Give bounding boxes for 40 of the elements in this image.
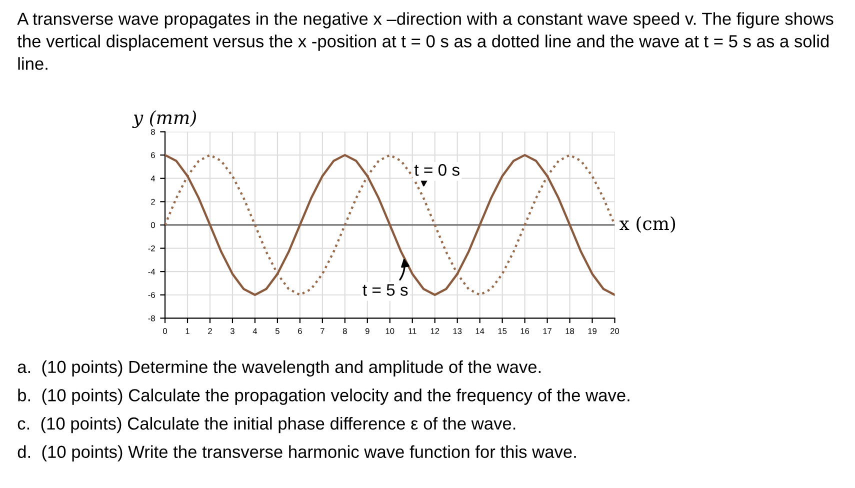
x-tick-label: 11: [408, 328, 416, 334]
annotation: t = 0 s: [414, 164, 460, 176]
x-tick-label: 0: [163, 328, 168, 334]
annotation: t = 5 s: [362, 284, 408, 296]
x-tick-label: 5: [275, 328, 280, 334]
y-tick-label: -2: [148, 245, 155, 252]
x-tick-label: 4: [252, 328, 258, 334]
text: b. (10 points) Calculate the propagation velocity and the frequency of the wave.: [18, 388, 630, 405]
x-tick-label: 13: [453, 328, 462, 334]
x-tick-label: 9: [365, 328, 370, 334]
x-tick-label: 15: [498, 328, 507, 334]
y-tick-label: -6: [148, 292, 155, 298]
y-tick-label: 6: [151, 152, 155, 158]
y-tick-label: -8: [148, 315, 155, 322]
x-axis-title: x (cm): [619, 216, 676, 233]
x-tick-label: 14: [476, 328, 484, 334]
y-tick-label: 0: [150, 222, 155, 228]
line-series: [165, 154, 615, 296]
y-tick-label: -4: [148, 268, 156, 275]
x-tick-label: 7: [320, 328, 324, 334]
x-tick-label: 1: [186, 328, 190, 334]
x-tick-label: 6: [298, 328, 302, 334]
x-tick-label: 16: [520, 328, 530, 334]
text: d. (10 points) Write the transverse harmonic wave function for this wave.: [18, 445, 576, 462]
x-tick-label: 20: [610, 328, 620, 334]
x-tick-label: 12: [430, 328, 440, 334]
y-tick-label: 8: [151, 128, 155, 135]
chart-title: A transverse wave propagates in the negative x –direction with a constant wave speed v. The figure shows the vertical displacement versus the x -position at t = 0 s as a dotted line and the wave at t = 5 s as a solid line.: [17, 12, 834, 70]
x-tick-label: 8: [342, 328, 347, 334]
x-tick-label: 2: [208, 328, 212, 334]
x-tick-label: 19: [588, 328, 596, 334]
x-tick-label: 10: [386, 328, 394, 334]
text: c. (10 points) Calculate the initial phase difference ε of the wave.: [18, 416, 516, 434]
y-tick-label: 4: [150, 176, 156, 182]
x-tick-label: 3: [230, 328, 234, 334]
y-tick-label: 2: [151, 198, 155, 205]
y-axis-title: y (mm): [132, 110, 196, 128]
text: a. (10 points) Determine the wavelength and amplitude of the wave.: [18, 360, 541, 377]
x-tick-label: 17: [543, 328, 552, 334]
x-tick-label: 18: [566, 328, 574, 334]
